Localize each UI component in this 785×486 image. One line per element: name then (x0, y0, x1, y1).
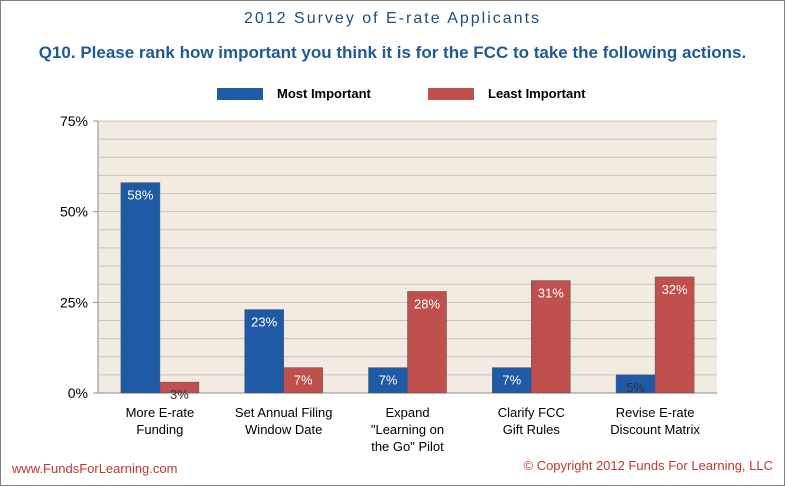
data-label: 31% (538, 286, 564, 301)
data-label: 28% (414, 296, 440, 311)
y-tick-label: 0% (68, 385, 88, 401)
bar-least-important (283, 367, 323, 394)
bar-least-important (159, 381, 200, 394)
y-tick-label: 50% (60, 204, 88, 220)
bar-least-important (407, 291, 447, 394)
data-label: 5% (626, 380, 645, 395)
data-label: 7% (502, 373, 521, 388)
category-label: Clarify FCC (498, 405, 565, 420)
legend-least-important: Least Important (428, 86, 586, 101)
category-label: Expand (385, 405, 429, 420)
bar-least-important (654, 276, 695, 394)
bar-most-important (368, 367, 408, 394)
website-link[interactable]: www.FundsForLearning.com (12, 461, 178, 476)
category-label: More E-rate (126, 405, 195, 420)
survey-title: 2012 Survey of E-rate Applicants (243, 10, 542, 27)
legend-label-least: Least Important (488, 86, 586, 101)
category-label: Discount Matrix (610, 422, 700, 437)
legend-swatch-most (217, 87, 263, 100)
category-label: Set Annual Filing (235, 405, 333, 420)
category-label: the Go" Pilot (371, 439, 444, 454)
data-label: 58% (127, 188, 153, 203)
category-label: Gift Rules (503, 422, 561, 437)
bar-least-important (531, 280, 571, 394)
legend-swatch-least (428, 87, 474, 100)
copyright-text: © Copyright 2012 Funds For Learning, LLC (523, 458, 774, 473)
data-label: 23% (251, 315, 277, 330)
category-label: Window Date (245, 422, 322, 437)
category-label: "Learning on (371, 422, 444, 437)
data-label: 7% (294, 373, 313, 388)
data-label: 32% (662, 282, 688, 297)
data-label: 7% (379, 373, 398, 388)
bar-most-important (120, 182, 161, 394)
y-tick-label: 75% (60, 113, 88, 129)
bar-most-important (244, 309, 284, 394)
legend-most-important: Most Important (217, 86, 371, 101)
category-label: Funding (136, 422, 183, 437)
legend-label-most: Most Important (277, 86, 371, 101)
question-title: Q10. Please rank how important you think… (38, 43, 747, 62)
data-label: 3% (170, 387, 189, 402)
bar-most-important (492, 367, 532, 394)
y-tick-label: 25% (60, 294, 88, 310)
category-label: Revise E-rate (616, 405, 695, 420)
